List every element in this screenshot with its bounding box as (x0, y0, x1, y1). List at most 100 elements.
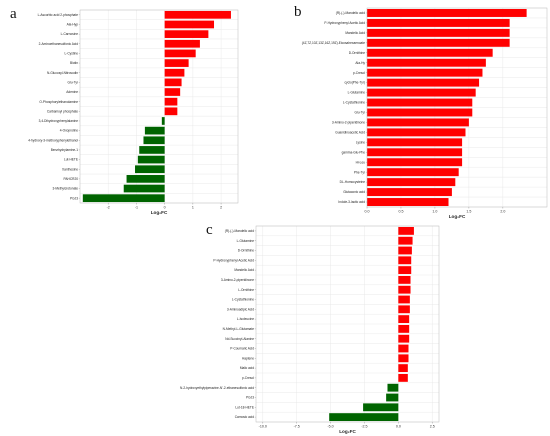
category-label: 4-Oxoproline (60, 129, 78, 133)
bar (367, 198, 449, 207)
x-tick-label: -2 (107, 206, 110, 210)
bar (367, 148, 463, 157)
bar (367, 158, 463, 167)
bar (143, 136, 165, 145)
plot-frame (366, 7, 548, 208)
bar (367, 68, 483, 77)
category-label: PGJ3 (70, 196, 78, 200)
bar (398, 295, 410, 304)
x-tick-label: 0 (164, 206, 166, 210)
bar (126, 175, 165, 183)
x-tick-label: 1.5 (466, 210, 471, 214)
x-tick-label: 1.0 (432, 210, 437, 214)
x-tick-label: 0.5 (398, 210, 403, 214)
bar (123, 184, 165, 193)
x-axis-label: Log₂FC (339, 429, 356, 434)
bar (367, 128, 466, 137)
x-tick-label: 2.0 (500, 210, 505, 214)
x-axis-label: Log₂FC (151, 210, 168, 215)
x-axis-label: Log₂FC (449, 214, 466, 219)
bar (367, 168, 459, 177)
bar (398, 344, 409, 353)
bar (398, 285, 411, 294)
bar (367, 98, 473, 107)
bar (398, 246, 412, 255)
bar (367, 118, 469, 127)
category-label: (4Z,7Z,10Z,13Z,16Z,19Z)-Eicosahexaenoate (302, 41, 365, 45)
x-tick-label: -7.5 (294, 425, 300, 429)
bar (164, 30, 209, 38)
bar (398, 226, 414, 235)
category-label: Glutaconic acid (343, 190, 365, 194)
bar (164, 107, 178, 116)
category-label: PAHCR20 (64, 177, 79, 181)
category-label: P-Hydroxyphenyl Acetic Acid (324, 21, 365, 25)
bar (164, 78, 182, 87)
category-label: cyclo(Phe-Tyr) (344, 81, 365, 85)
category-label: N-2-hydroxyethylpiperazine-N'-2-ethanesu… (180, 386, 254, 390)
bar (367, 138, 463, 147)
category-label: Glu-Tyr (68, 80, 79, 84)
category-label: 2-Aminoethanesulfonic Acid (39, 42, 79, 46)
category-label: L-Isoleucine (237, 317, 254, 321)
bar (398, 354, 409, 363)
bar (367, 28, 510, 37)
panel-label: b (294, 4, 302, 20)
category-label: Nd-Succinyl-Alanine (225, 337, 254, 341)
category-label: Phe-Tyr (354, 170, 366, 174)
bar (367, 8, 527, 17)
category-label: P-Hydroxyphenyl Acetic Acid (213, 258, 254, 262)
category-label: L-Cystine (65, 52, 79, 56)
category-label: L-Glutamine (348, 91, 366, 95)
bar (367, 78, 480, 87)
category-label: Mandelic Acid (234, 268, 254, 272)
bar (398, 305, 410, 314)
x-tick-label: 0.0 (365, 210, 370, 214)
panel-label: a (10, 6, 17, 22)
bar (398, 236, 413, 245)
bar (329, 413, 399, 422)
bar (164, 10, 231, 19)
category-label: Ala-Hy (355, 61, 365, 65)
x-tick-label: -10.0 (259, 425, 267, 429)
bar (164, 49, 196, 58)
category-label: Biotin (70, 61, 78, 65)
x-tick-label: -1 (135, 206, 138, 210)
plot-frame (255, 225, 440, 423)
bar (367, 38, 510, 47)
category-label: 3-Amino-2-piperidinone (332, 121, 365, 125)
category-label: 3,4-Dihydroxyphenylalanine (39, 119, 79, 123)
panel-b: b (R)-(-)-Mandelic acid P-Hydroxyphenyl Ac… (294, 4, 548, 219)
category-label: N-Glucosyl-Nitrosodin (47, 71, 78, 75)
category-label: N-Methyl-L-Glutamate (223, 327, 255, 331)
bar (161, 117, 165, 125)
bar (386, 393, 399, 402)
category-label: 3-Methylcrotonate (52, 187, 78, 191)
category-label: Lut-HETE (64, 158, 78, 162)
panel-label: c (206, 222, 213, 238)
bar (367, 178, 456, 187)
category-label: L-Carnosine (61, 32, 79, 36)
bar (363, 403, 399, 412)
category-label: 4-hydroxy-3-methoxyphenylethanol (28, 138, 78, 142)
bar (135, 165, 165, 174)
bar (367, 58, 486, 67)
category-label: L-Glutamine (237, 239, 255, 243)
category-label: Mandelic Acid (345, 31, 365, 35)
category-label: (R)-(-)-Mandelic acid (225, 229, 254, 233)
category-label: Lut-18-HETE (235, 405, 254, 409)
category-label: L-Cystathionine (232, 298, 254, 302)
bar (164, 20, 215, 29)
panel-c: c (R)-(-)-Mandelic acid L-Glutamine D-Ornit… (180, 222, 440, 434)
category-label: L-Ornithine (238, 288, 254, 292)
category-label: Benzhydrylamine-1 (51, 148, 79, 152)
category-label: L-Cystathionine (343, 101, 365, 105)
bar (367, 188, 452, 197)
x-tick-label: -2.5 (361, 425, 367, 429)
bar (387, 383, 399, 392)
x-tick-label: 1 (192, 206, 194, 210)
category-label: p-Cresol (242, 376, 254, 380)
bar (82, 194, 165, 203)
category-label: P-Coumaric Acid (230, 347, 254, 351)
